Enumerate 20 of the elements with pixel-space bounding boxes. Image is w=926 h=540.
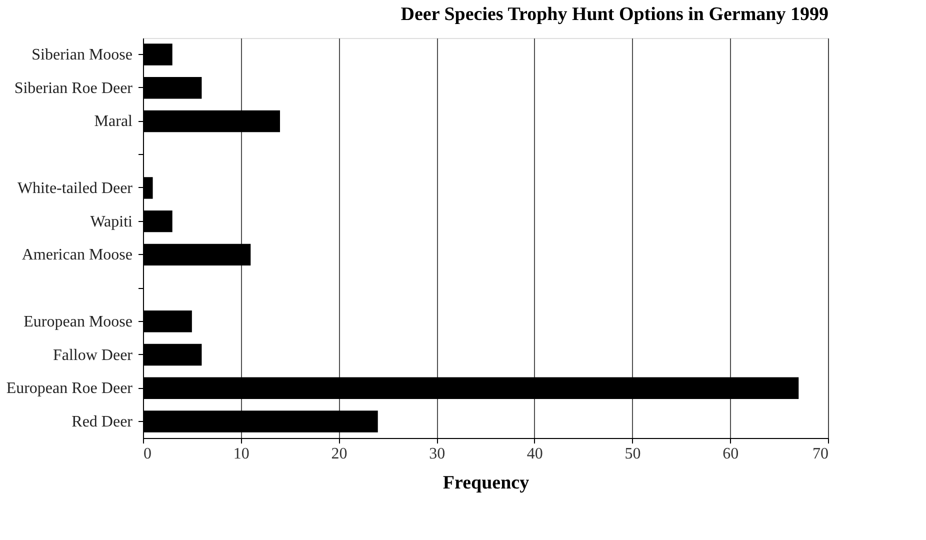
- x-tick-label: 60: [722, 446, 739, 462]
- y-tick-label: White-tailed Deer: [17, 180, 134, 197]
- x-tick-label: 50: [624, 446, 641, 462]
- x-tick-label: 0: [144, 446, 152, 462]
- y-tick-label: European Moose: [24, 313, 132, 330]
- y-tick-label: Siberian Roe Deer: [14, 80, 134, 97]
- x-tick-label: 10: [233, 446, 250, 462]
- y-tick-label: European Roe Deer: [6, 380, 134, 398]
- y-tick-label: Wapiti: [90, 213, 134, 230]
- x-axis-title: Frequency: [442, 472, 530, 494]
- x-tick-label: 30: [429, 446, 446, 462]
- y-tick-label: Siberian Moose: [32, 46, 132, 64]
- x-tick-label: 20: [331, 446, 348, 462]
- y-tick-label: American Moose: [22, 246, 132, 264]
- chart-title: Deer Species Trophy Hunt Options in Germany 1999: [400, 4, 828, 25]
- x-tick-label: 70: [812, 446, 828, 462]
- y-tick-label: Red Deer: [72, 413, 134, 430]
- y-tick-label: Maral: [94, 113, 134, 130]
- y-tick-label: Fallow Deer: [52, 346, 134, 364]
- x-tick-label: 40: [526, 446, 543, 462]
